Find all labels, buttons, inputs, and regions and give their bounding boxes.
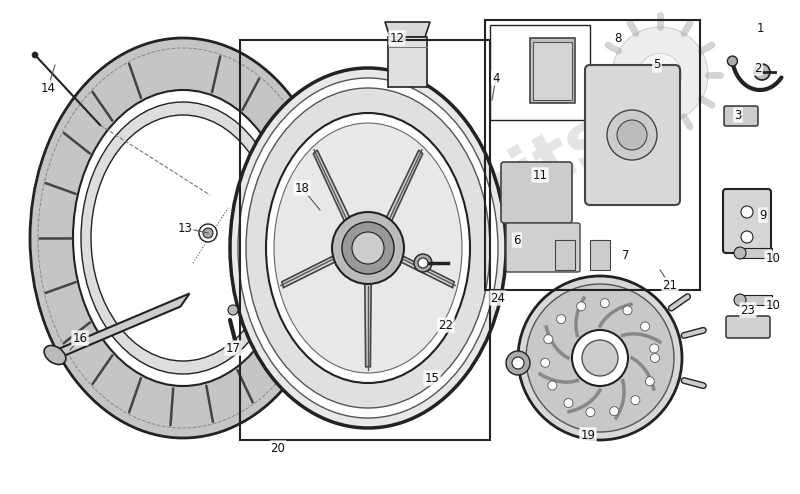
Bar: [490, 25, 590, 120]
Polygon shape: [386, 150, 422, 221]
Circle shape: [557, 315, 566, 324]
Text: 19: 19: [581, 428, 595, 442]
Circle shape: [727, 56, 738, 66]
Circle shape: [352, 232, 384, 264]
Ellipse shape: [81, 102, 285, 374]
Circle shape: [650, 354, 659, 363]
Circle shape: [612, 27, 708, 123]
Ellipse shape: [274, 123, 462, 373]
Polygon shape: [401, 256, 454, 288]
Bar: [590, 240, 610, 270]
FancyBboxPatch shape: [585, 65, 680, 205]
Ellipse shape: [526, 284, 674, 432]
Circle shape: [734, 294, 746, 306]
Circle shape: [741, 206, 753, 218]
Text: 7: 7: [622, 248, 630, 261]
Text: 4: 4: [492, 72, 500, 84]
Circle shape: [610, 407, 618, 415]
Circle shape: [641, 322, 650, 331]
Circle shape: [228, 305, 238, 315]
Bar: [740, 248, 772, 258]
Text: 10: 10: [766, 298, 781, 312]
Bar: [240, 40, 490, 440]
Bar: [533, 42, 572, 100]
Circle shape: [741, 231, 753, 243]
Ellipse shape: [238, 78, 498, 418]
Ellipse shape: [246, 88, 490, 408]
Circle shape: [418, 258, 428, 268]
Circle shape: [631, 396, 640, 405]
Text: 5: 5: [654, 58, 661, 72]
Text: 15: 15: [425, 371, 439, 384]
Ellipse shape: [266, 113, 470, 383]
FancyBboxPatch shape: [506, 223, 580, 272]
Ellipse shape: [230, 68, 506, 428]
Text: 14: 14: [41, 82, 55, 94]
Circle shape: [650, 344, 658, 353]
Circle shape: [623, 306, 632, 315]
Text: 12: 12: [390, 32, 405, 44]
FancyBboxPatch shape: [724, 106, 758, 126]
Bar: [555, 240, 575, 270]
Circle shape: [607, 110, 657, 160]
Circle shape: [617, 120, 647, 150]
Circle shape: [541, 358, 550, 368]
Circle shape: [646, 377, 654, 386]
Text: 22: 22: [438, 319, 454, 331]
FancyBboxPatch shape: [501, 162, 572, 223]
Bar: [740, 295, 772, 305]
Circle shape: [638, 53, 682, 97]
Text: 24: 24: [490, 291, 506, 304]
Bar: [530, 38, 575, 103]
Circle shape: [512, 357, 524, 369]
Circle shape: [586, 408, 595, 416]
Ellipse shape: [518, 276, 682, 440]
Text: 2: 2: [754, 61, 762, 75]
Text: 3: 3: [734, 109, 742, 122]
Ellipse shape: [73, 90, 293, 386]
Bar: [485, 20, 700, 290]
Circle shape: [564, 399, 573, 408]
Ellipse shape: [30, 38, 336, 438]
Circle shape: [600, 299, 610, 308]
Text: 16: 16: [73, 331, 87, 344]
Text: 8: 8: [614, 32, 622, 44]
Circle shape: [506, 351, 530, 375]
Circle shape: [203, 228, 213, 238]
Ellipse shape: [44, 345, 66, 365]
Text: 18: 18: [294, 181, 310, 195]
FancyBboxPatch shape: [726, 316, 770, 338]
Bar: [388, 37, 427, 87]
Text: 9: 9: [759, 208, 766, 221]
Text: 17: 17: [226, 341, 241, 355]
Circle shape: [734, 247, 746, 259]
Ellipse shape: [572, 330, 628, 386]
Text: 10: 10: [766, 251, 781, 264]
Polygon shape: [282, 256, 335, 288]
Text: 11: 11: [533, 168, 547, 181]
Text: 1: 1: [756, 22, 764, 35]
Text: 13: 13: [178, 221, 193, 235]
Circle shape: [548, 381, 557, 390]
Circle shape: [754, 64, 770, 80]
Ellipse shape: [582, 340, 618, 376]
Circle shape: [577, 302, 586, 311]
Polygon shape: [314, 150, 350, 221]
Circle shape: [342, 222, 394, 274]
Circle shape: [332, 212, 404, 284]
Circle shape: [199, 224, 217, 242]
FancyBboxPatch shape: [723, 189, 771, 253]
Circle shape: [414, 254, 432, 272]
Text: 23: 23: [741, 303, 755, 317]
Text: 21: 21: [662, 279, 678, 291]
Text: 20: 20: [270, 442, 286, 454]
Circle shape: [32, 52, 38, 58]
Circle shape: [544, 335, 553, 344]
Polygon shape: [385, 22, 430, 37]
Polygon shape: [365, 284, 371, 367]
Text: partsandkits: partsandkits: [143, 98, 625, 416]
Text: 6: 6: [514, 234, 521, 247]
Ellipse shape: [91, 115, 275, 361]
Polygon shape: [50, 293, 190, 362]
